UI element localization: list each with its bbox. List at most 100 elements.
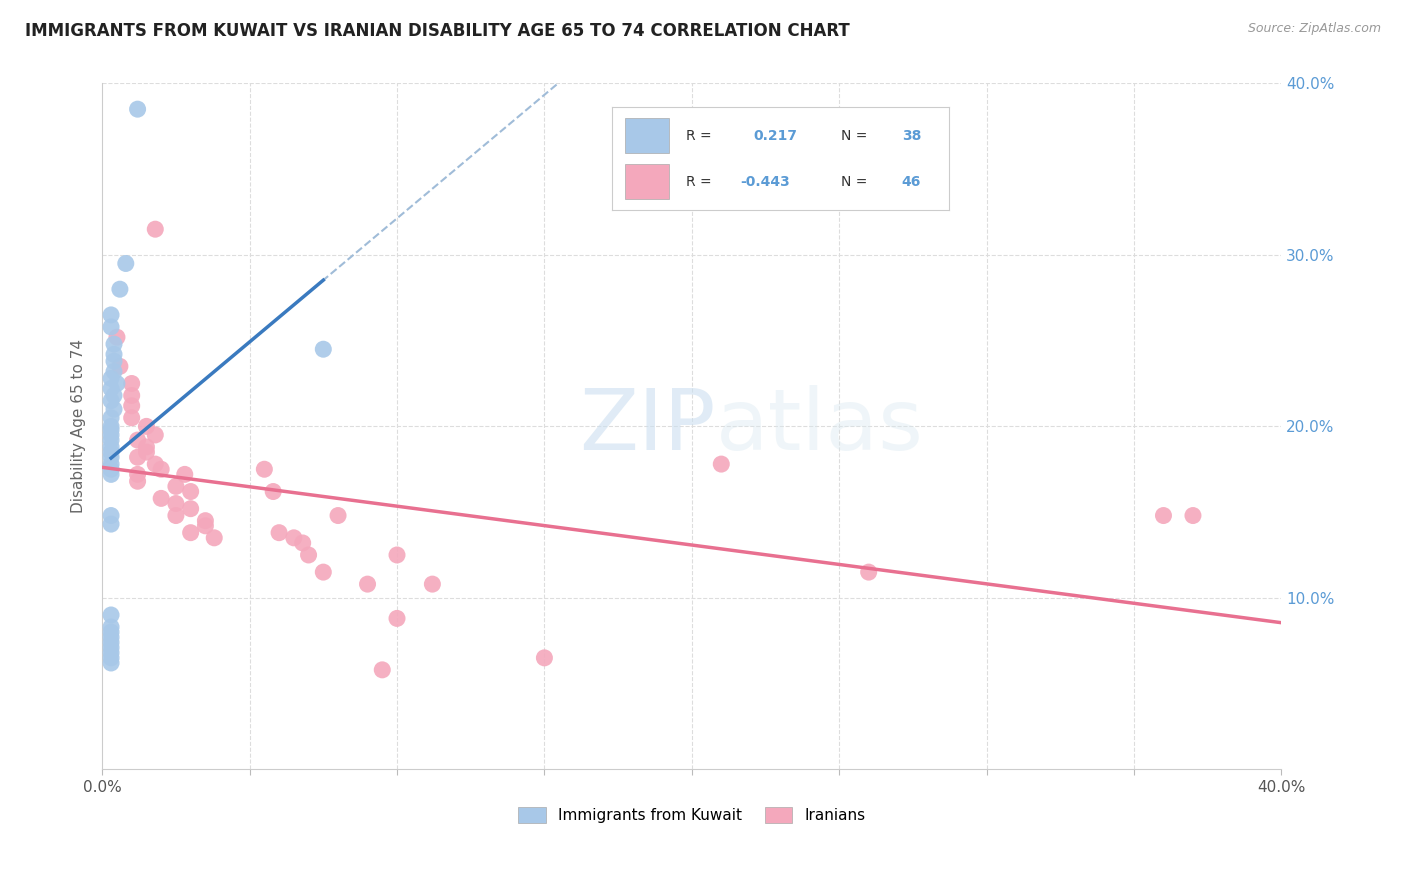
Point xyxy=(385,611,408,625)
Point xyxy=(202,531,225,545)
Point xyxy=(108,282,131,296)
Point xyxy=(100,423,122,437)
Point xyxy=(100,450,122,465)
Point xyxy=(100,630,122,644)
Point xyxy=(127,467,149,482)
Point xyxy=(180,501,202,516)
Text: Source: ZipAtlas.com: Source: ZipAtlas.com xyxy=(1247,22,1381,36)
Point xyxy=(100,308,122,322)
Point xyxy=(100,607,122,622)
Point xyxy=(710,457,733,471)
Point xyxy=(143,457,166,471)
Point xyxy=(180,484,202,499)
Text: 0.217: 0.217 xyxy=(754,128,797,143)
Text: -0.443: -0.443 xyxy=(740,175,790,189)
Point xyxy=(103,364,125,378)
Point xyxy=(858,565,880,579)
Point xyxy=(100,382,122,396)
Point xyxy=(103,337,125,351)
Point xyxy=(100,651,122,665)
Point xyxy=(105,376,128,391)
Point xyxy=(194,518,217,533)
Point xyxy=(100,457,122,471)
Point xyxy=(150,462,173,476)
Point xyxy=(121,410,143,425)
Point xyxy=(100,467,122,482)
Legend: Immigrants from Kuwait, Iranians: Immigrants from Kuwait, Iranians xyxy=(517,807,866,823)
Point xyxy=(100,393,122,408)
Point xyxy=(100,517,122,532)
Point xyxy=(100,440,122,454)
Point xyxy=(150,491,173,506)
Point xyxy=(121,376,143,391)
Point xyxy=(143,222,166,236)
Point xyxy=(127,475,149,489)
Point xyxy=(108,359,131,374)
Point xyxy=(100,433,122,447)
Point xyxy=(103,402,125,417)
Point xyxy=(422,577,444,591)
Text: N =: N = xyxy=(841,175,868,189)
Point xyxy=(100,646,122,660)
Point xyxy=(100,410,122,425)
Point xyxy=(100,625,122,640)
Point xyxy=(121,399,143,413)
Point xyxy=(371,663,394,677)
Point xyxy=(100,620,122,634)
Point xyxy=(385,548,408,562)
Point xyxy=(165,479,187,493)
Point xyxy=(262,484,284,499)
Text: IMMIGRANTS FROM KUWAIT VS IRANIAN DISABILITY AGE 65 TO 74 CORRELATION CHART: IMMIGRANTS FROM KUWAIT VS IRANIAN DISABI… xyxy=(25,22,851,40)
Point xyxy=(105,330,128,344)
Point xyxy=(100,508,122,523)
Point xyxy=(283,531,305,545)
Text: atlas: atlas xyxy=(716,384,924,468)
Point xyxy=(103,354,125,368)
Point xyxy=(143,428,166,442)
Text: N =: N = xyxy=(841,128,868,143)
FancyBboxPatch shape xyxy=(626,119,669,153)
Y-axis label: Disability Age 65 to 74: Disability Age 65 to 74 xyxy=(72,339,86,514)
Point xyxy=(135,440,157,454)
Point xyxy=(326,508,349,523)
Point xyxy=(297,548,319,562)
Point xyxy=(127,102,149,116)
Point xyxy=(100,462,122,476)
Point xyxy=(100,445,122,459)
Point xyxy=(100,320,122,334)
Text: R =: R = xyxy=(686,128,711,143)
FancyBboxPatch shape xyxy=(626,164,669,199)
Point xyxy=(100,656,122,670)
Point xyxy=(180,525,202,540)
Text: 38: 38 xyxy=(901,128,921,143)
Point xyxy=(253,462,276,476)
Point xyxy=(127,450,149,465)
Point xyxy=(100,640,122,655)
Point xyxy=(100,428,122,442)
Point xyxy=(291,536,314,550)
Point xyxy=(173,467,195,482)
Point xyxy=(312,342,335,356)
Point xyxy=(533,651,555,665)
Point xyxy=(100,635,122,649)
Point xyxy=(114,256,136,270)
Point xyxy=(103,347,125,361)
Point xyxy=(165,496,187,510)
Point xyxy=(103,388,125,402)
Point xyxy=(100,371,122,385)
Point xyxy=(135,445,157,459)
Point xyxy=(1153,508,1175,523)
Point xyxy=(100,419,122,434)
Point xyxy=(267,525,290,540)
Text: ZIP: ZIP xyxy=(579,384,716,468)
Point xyxy=(356,577,378,591)
Point xyxy=(165,508,187,523)
Point xyxy=(194,514,217,528)
Point xyxy=(135,419,157,434)
Point xyxy=(1181,508,1204,523)
Text: 46: 46 xyxy=(901,175,921,189)
Point xyxy=(127,433,149,447)
Point xyxy=(312,565,335,579)
Point xyxy=(121,388,143,402)
Text: R =: R = xyxy=(686,175,711,189)
